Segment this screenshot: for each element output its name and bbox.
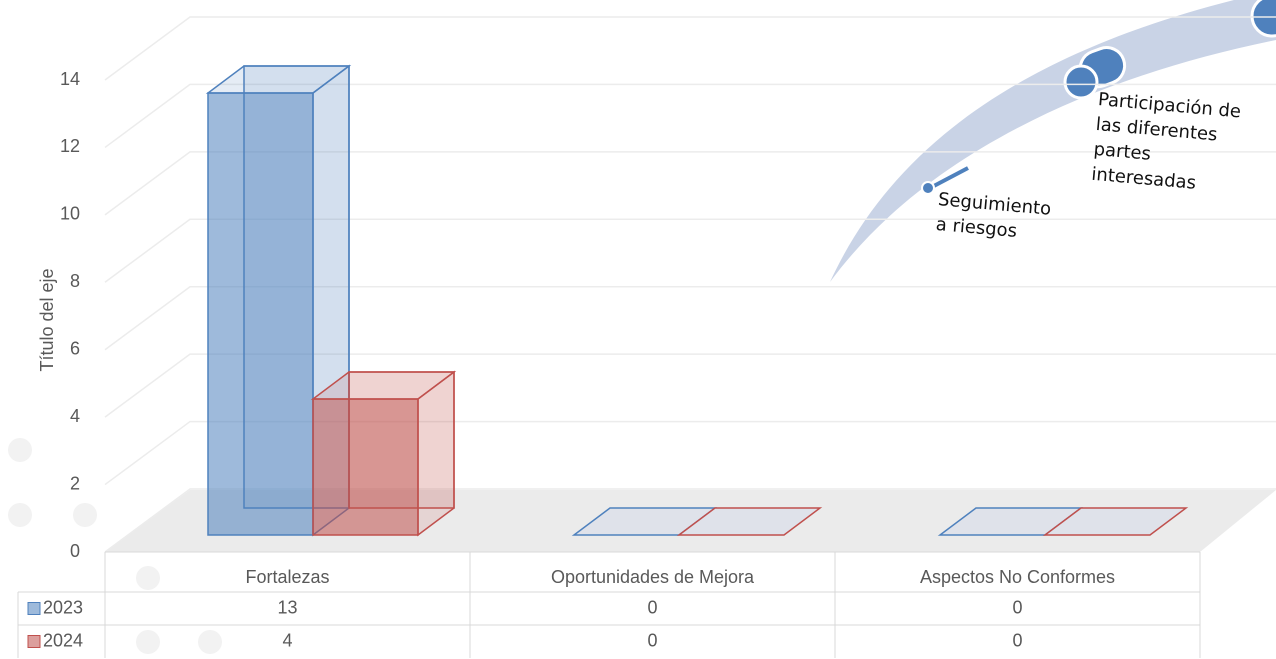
grid-line <box>104 285 1276 351</box>
annotation: partes <box>1093 139 1152 165</box>
table-value: 0 <box>647 597 657 617</box>
grid-line <box>104 353 1276 418</box>
bar-front <box>207 92 314 536</box>
arc-decoration <box>830 0 1276 282</box>
bar-front <box>312 398 419 536</box>
dot <box>198 630 222 654</box>
dot <box>136 630 160 654</box>
dot <box>136 566 160 590</box>
bar <box>1042 507 1189 536</box>
legend-label: 2023 <box>43 597 83 617</box>
category-label: Fortalezas <box>245 567 329 587</box>
grid-line <box>104 16 1276 81</box>
category-label: Aspectos No Conformes <box>920 567 1115 587</box>
table-value: 0 <box>647 630 657 650</box>
legend-swatch <box>27 635 41 648</box>
bar <box>676 507 823 536</box>
dot <box>1250 0 1276 38</box>
y-tick-label: 4 <box>70 406 80 426</box>
grid-line <box>104 488 1276 553</box>
legend-swatch <box>27 602 41 615</box>
grid-line <box>104 218 1276 283</box>
annotation: interesadas <box>1091 164 1197 194</box>
bar-top <box>1042 507 1189 536</box>
y-tick-label: 2 <box>70 473 80 493</box>
dot <box>921 181 935 195</box>
grid-line <box>104 83 1276 149</box>
y-tick-label: 6 <box>70 338 80 358</box>
y-axis-title: Título del eje <box>37 268 57 371</box>
grid-line <box>104 420 1276 486</box>
decoration <box>8 0 1276 654</box>
dot <box>73 503 97 527</box>
bar-top <box>676 507 823 536</box>
table-value: 4 <box>282 630 292 650</box>
y-tick-label: 0 <box>70 541 80 561</box>
dot <box>1063 64 1099 100</box>
legend-label: 2024 <box>43 630 83 650</box>
dot <box>929 166 969 190</box>
y-tick-label: 8 <box>70 271 80 291</box>
dot <box>8 438 32 462</box>
y-tick-label: 10 <box>60 204 80 224</box>
annotation: a riesgos <box>935 214 1018 242</box>
bar-side <box>417 370 455 537</box>
category-label: Oportunidades de Mejora <box>551 567 755 587</box>
y-tick-label: 14 <box>60 69 80 89</box>
bar <box>310 370 457 537</box>
table-value: 0 <box>1012 630 1022 650</box>
table-value: 13 <box>277 597 297 617</box>
y-tick-label: 12 <box>60 136 80 156</box>
grid-line <box>104 151 1276 216</box>
table-value: 0 <box>1012 597 1022 617</box>
dot <box>8 503 32 527</box>
